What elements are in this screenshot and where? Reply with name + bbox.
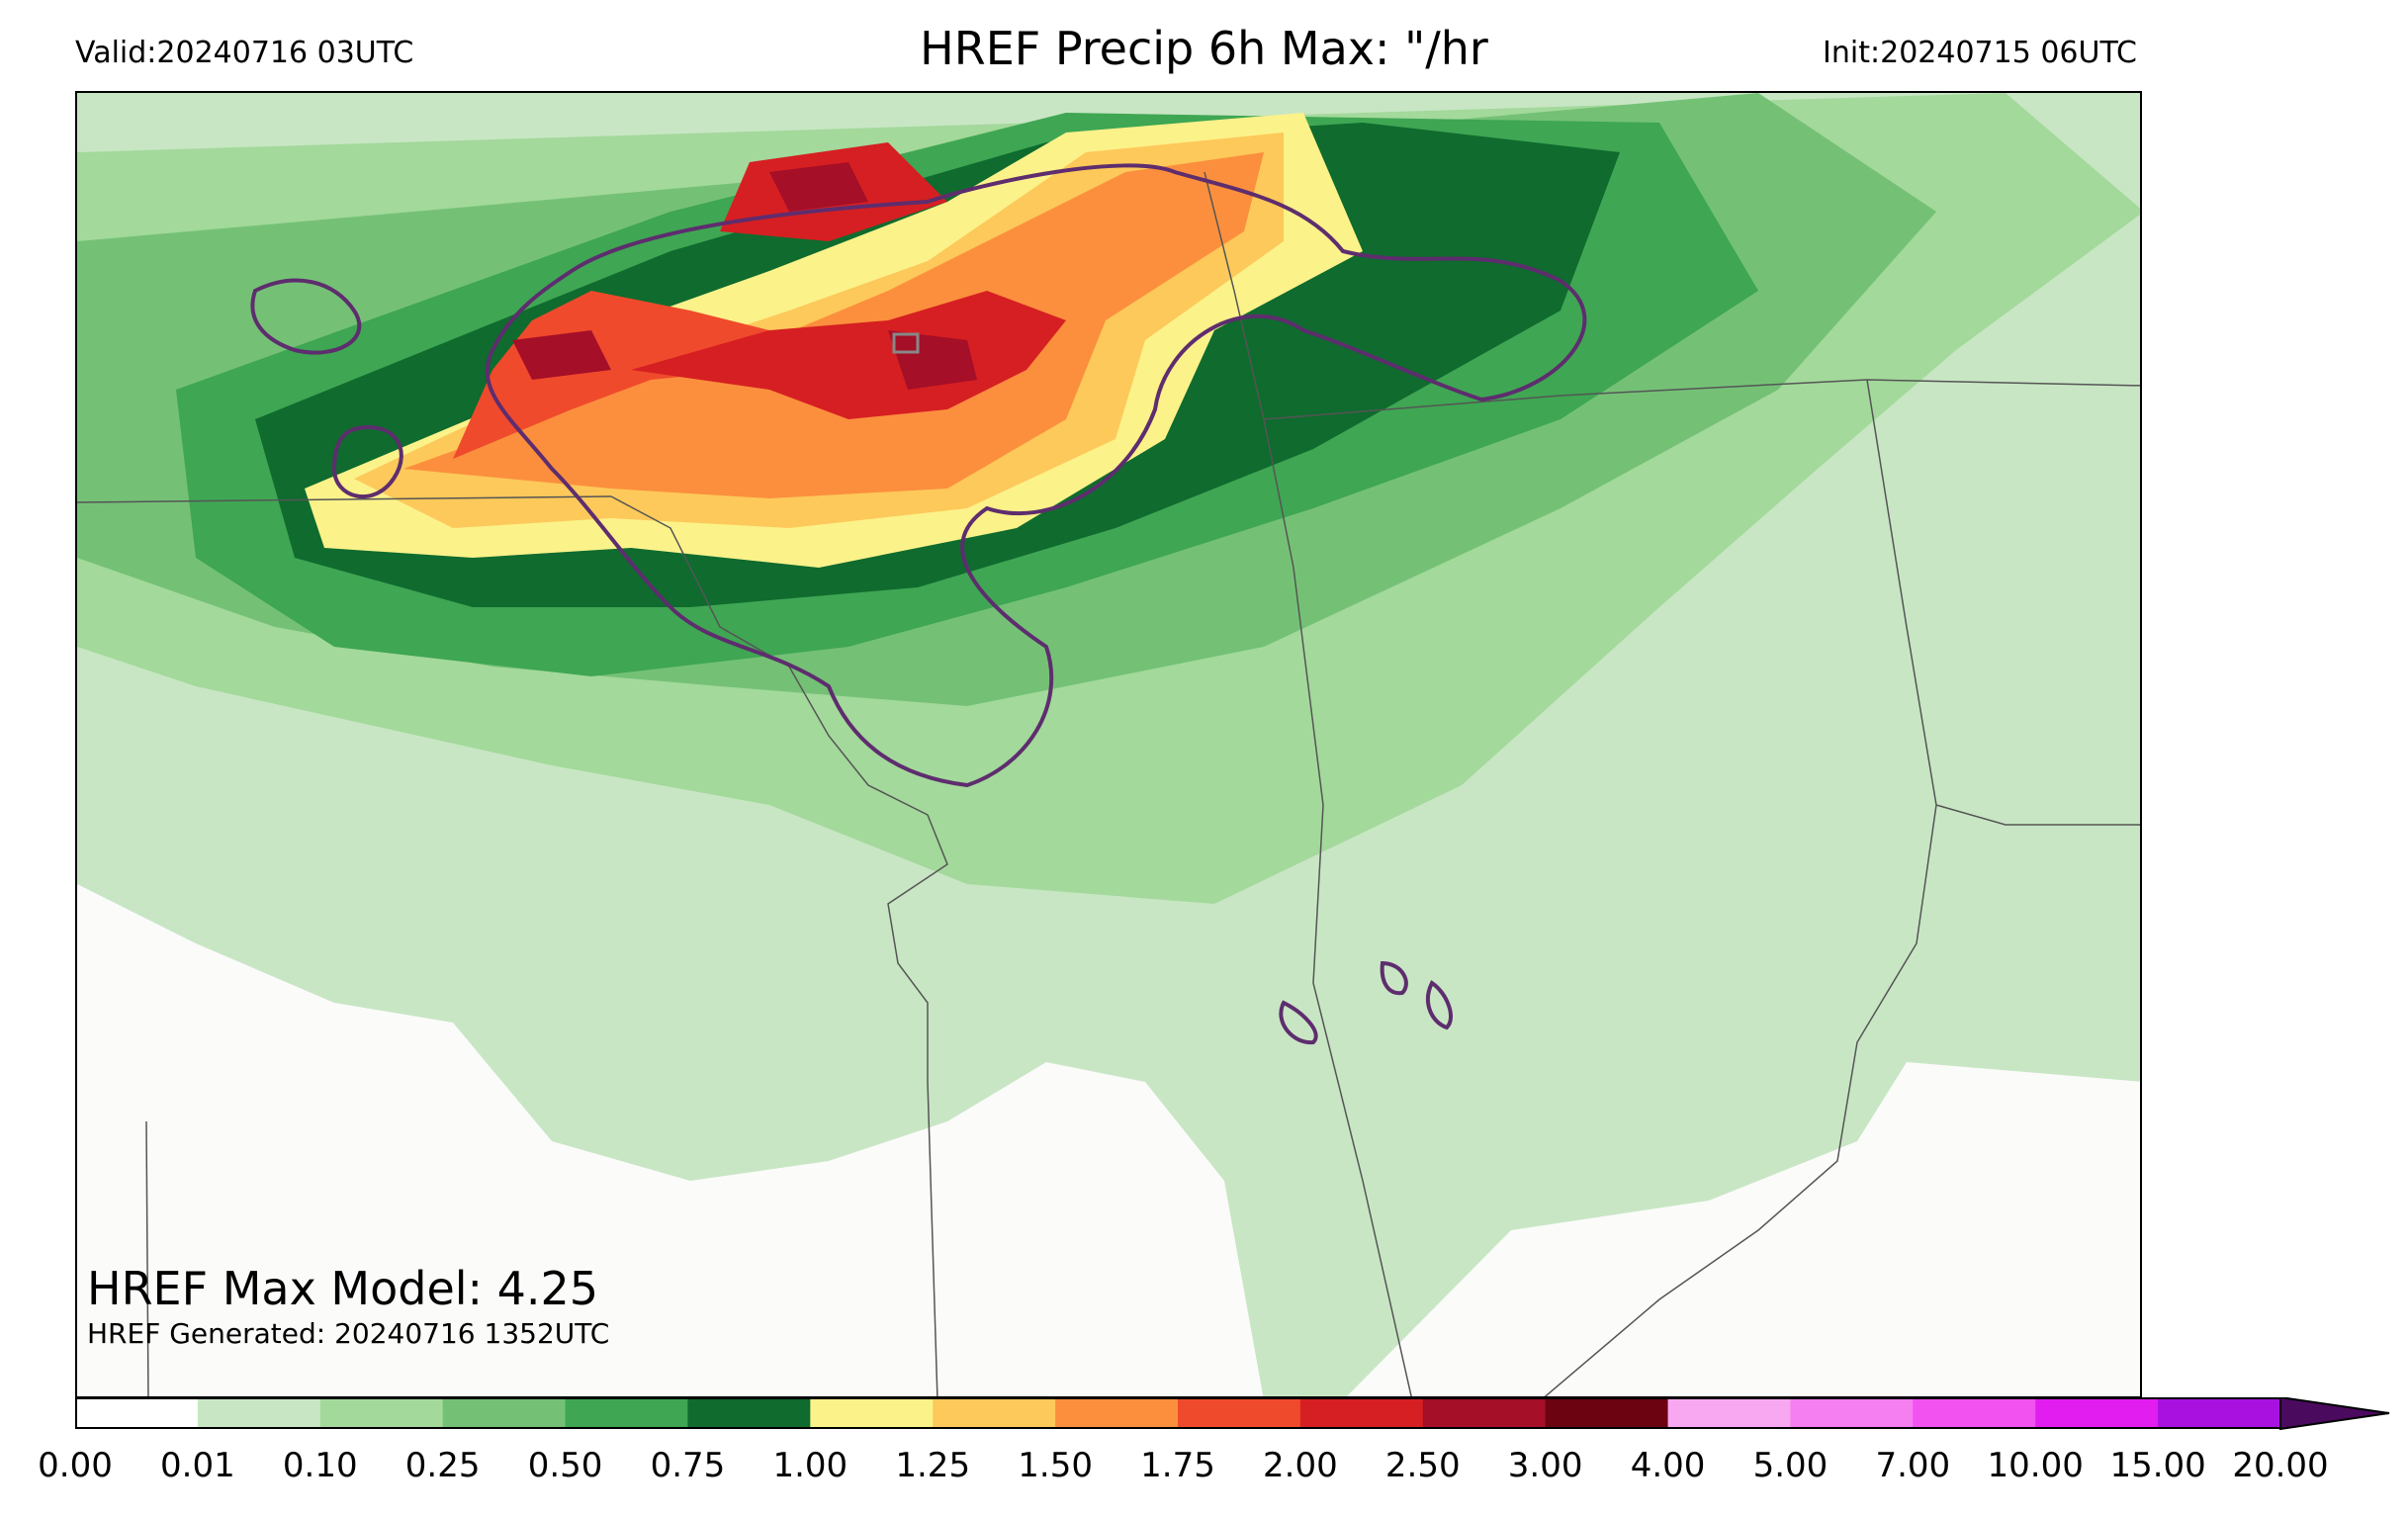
precip-area-red-2 [631, 291, 1066, 419]
precip-area-maroon-3 [888, 330, 977, 390]
colorbar-tick-label: 1.25 [895, 1446, 971, 1485]
colorbar-bin [1299, 1397, 1424, 1429]
state-line-6 [1935, 804, 2140, 826]
colorbar-ticks: 0.00 0.01 0.10 0.25 0.50 0.75 1.00 1.25 1.50 1.75… [0, 1446, 2408, 1505]
colorbar-tick-label: 1.50 [1018, 1446, 1093, 1485]
colorbar-bin [2035, 1397, 2159, 1429]
valid-time-label: Valid:20240716 03UTC [75, 36, 414, 70]
colorbar-bin [565, 1397, 688, 1429]
precip-area-maroon-2 [512, 330, 611, 380]
state-boundaries [77, 171, 2140, 1396]
colorbar-bin [687, 1397, 811, 1429]
state-line-2 [610, 495, 948, 1396]
state-line-7 [145, 1120, 149, 1396]
colorbar-bin [75, 1397, 199, 1429]
colorbar-bin [1667, 1397, 1791, 1429]
colorbar-tick-label: 0.00 [38, 1446, 113, 1485]
state-line-4 [1263, 379, 2140, 420]
colorbar-bin [1178, 1397, 1301, 1429]
contour-west-2 [331, 425, 403, 498]
colorbar-tick-label: 1.00 [772, 1446, 848, 1485]
map-title: HREF Precip 6h Max: "/hr [920, 22, 1488, 75]
colorbar-tick-label: 4.00 [1630, 1446, 1706, 1485]
colorbar-bin [1790, 1397, 1914, 1429]
contour-sw-3 [1426, 980, 1453, 1030]
colorbar-border [75, 1397, 2281, 1429]
precip-area-maroon [769, 162, 868, 212]
init-time-label: Init:20240715 06UTC [1823, 36, 2137, 70]
colorbar-tick-label: 3.00 [1507, 1446, 1583, 1485]
colorbar-tick-label: 0.25 [404, 1446, 481, 1485]
colorbar [75, 1397, 2390, 1431]
state-line-5 [1544, 379, 1937, 1396]
colorbar-bin [2158, 1397, 2281, 1429]
colorbar-tick-label: 0.01 [160, 1446, 235, 1485]
colorbar-tick-label: 20.00 [2232, 1446, 2329, 1485]
colorbar-tick-label: 0.50 [527, 1446, 603, 1485]
colorbar-bin [933, 1397, 1056, 1429]
contour-sw-2 [1279, 1000, 1318, 1045]
colorbar-tick-label: 2.00 [1263, 1446, 1338, 1485]
precip-field [77, 93, 2140, 1396]
precip-map[interactable]: HREF Max Model: 4.25 HREF Generated: 202… [75, 91, 2142, 1398]
colorbar-tick-label: 15.00 [2109, 1446, 2206, 1485]
state-line-3 [1204, 171, 1412, 1396]
colorbar-bin [197, 1397, 321, 1429]
max-location-marker [892, 332, 920, 354]
colorbar-tick-label: 10.00 [1987, 1446, 2084, 1485]
generated-label: HREF Generated: 20240716 1352UTC [87, 1317, 610, 1350]
contour-sw [1380, 960, 1408, 996]
colorbar-bin [1055, 1397, 1179, 1429]
colorbar-tick-label: 7.00 [1875, 1446, 1951, 1485]
precip-area-red [453, 291, 809, 459]
colorbar-bin [1422, 1397, 1547, 1429]
colorbar-tick-label: 0.10 [282, 1446, 358, 1485]
colorbar-bin [442, 1397, 567, 1429]
colorbar-tick-label: 2.50 [1384, 1446, 1461, 1485]
colorbar-bin [1913, 1397, 2036, 1429]
contour-main [485, 163, 1587, 788]
threshold-contours [250, 163, 1587, 1045]
state-line-1 [77, 495, 612, 503]
colorbar-bin [1545, 1397, 1669, 1429]
contour-west [250, 278, 362, 355]
colorbar-tick-label: 5.00 [1752, 1446, 1828, 1485]
colorbar-extend-arrow [2279, 1397, 2390, 1431]
colorbar-tick-label: 1.75 [1140, 1446, 1215, 1485]
colorbar-bin [810, 1397, 934, 1429]
max-model-label: HREF Max Model: 4.25 [87, 1262, 599, 1315]
colorbar-tick-label: 0.75 [650, 1446, 726, 1485]
colorbar-bin [319, 1397, 444, 1429]
